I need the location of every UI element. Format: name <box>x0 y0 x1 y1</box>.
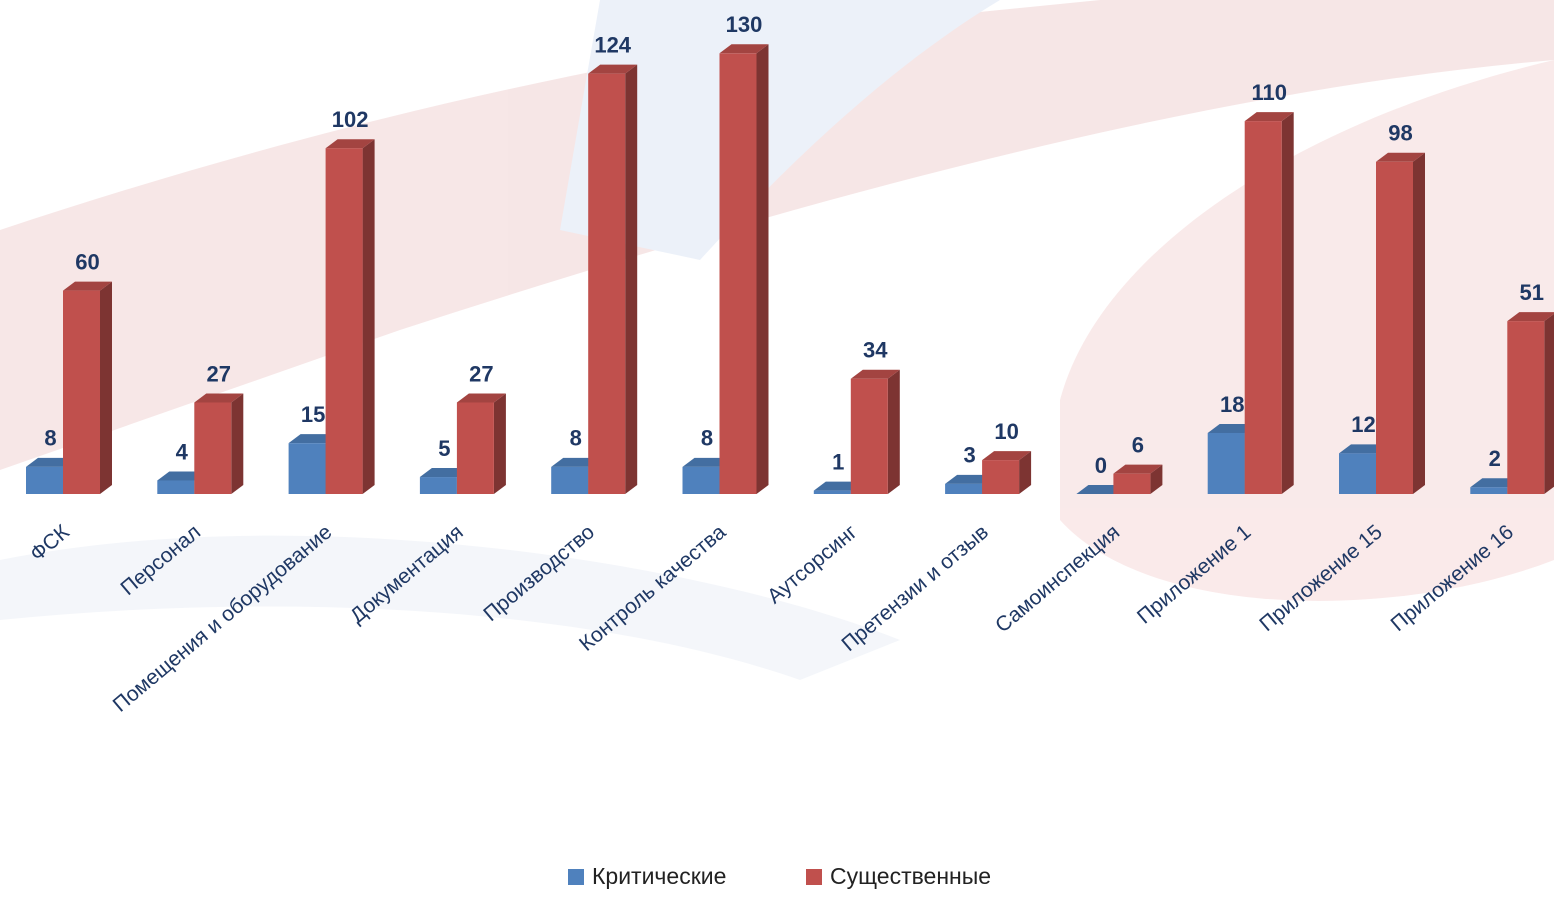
bar <box>851 370 900 494</box>
legend-label: Существенные <box>830 863 991 889</box>
legend-swatch <box>568 869 584 885</box>
bar-front <box>945 484 982 494</box>
value-label: 1 <box>832 449 844 474</box>
value-label: 110 <box>1251 80 1287 105</box>
bar-side <box>757 44 769 494</box>
bar-front <box>289 443 326 494</box>
legend: Критические Существенные <box>568 863 991 889</box>
x-tick-label: Претензии и отзыв <box>837 520 992 656</box>
value-label: 0 <box>1095 453 1107 478</box>
bar-front <box>1113 474 1150 494</box>
value-label: 6 <box>1132 432 1144 457</box>
bar-front <box>26 467 63 494</box>
value-label: 51 <box>1520 280 1544 305</box>
bar <box>63 282 112 494</box>
value-label: 98 <box>1388 121 1412 146</box>
bar-front <box>457 402 494 494</box>
bar-side <box>1413 153 1425 494</box>
bar <box>194 393 243 494</box>
bar-front <box>1376 162 1413 494</box>
bar-front <box>720 53 757 494</box>
bar <box>457 393 506 494</box>
value-label: 34 <box>863 338 888 363</box>
value-label: 27 <box>207 361 231 386</box>
chart: ФСК860Персонал427Помещения и оборудовани… <box>0 0 1554 893</box>
bar-front <box>63 291 100 494</box>
value-label: 8 <box>44 426 56 451</box>
bar-side <box>363 139 375 494</box>
bar <box>588 65 637 494</box>
bar-front <box>420 477 457 494</box>
bar-front <box>814 491 851 494</box>
bar-front <box>1208 433 1245 494</box>
value-label: 124 <box>594 32 631 57</box>
value-label: 60 <box>75 249 99 274</box>
bar-front <box>326 148 363 494</box>
bar <box>982 451 1031 494</box>
value-label: 130 <box>726 12 763 37</box>
bar <box>326 139 375 494</box>
bar-side <box>494 393 506 494</box>
value-label: 3 <box>963 443 975 468</box>
value-label: 18 <box>1220 392 1244 417</box>
bar-side <box>888 370 900 494</box>
value-label: 2 <box>1489 446 1501 471</box>
value-label: 5 <box>438 436 450 461</box>
bar <box>1507 312 1554 494</box>
bar-side <box>1544 312 1554 494</box>
bar-front <box>683 467 720 494</box>
bar <box>1245 112 1294 494</box>
bar-front <box>1470 487 1507 494</box>
bar-front <box>851 379 888 494</box>
bar-front <box>194 402 231 494</box>
legend-label: Критические <box>592 863 726 889</box>
value-label: 102 <box>332 107 369 132</box>
legend-swatch <box>806 869 822 885</box>
value-label: 15 <box>301 402 325 427</box>
bar-side <box>1282 112 1294 494</box>
bar <box>1376 153 1425 494</box>
bar <box>720 44 769 494</box>
value-label: 27 <box>469 361 493 386</box>
bar <box>1113 465 1162 494</box>
value-label: 8 <box>701 426 713 451</box>
bar-front <box>982 460 1019 494</box>
bar-front <box>551 467 588 494</box>
value-label: 12 <box>1351 412 1375 437</box>
bar-side <box>625 65 637 494</box>
bar-front <box>1339 453 1376 494</box>
value-label: 8 <box>570 426 582 451</box>
bar-front <box>1245 121 1282 494</box>
x-tick-label: Аутсорсинг <box>763 520 862 608</box>
bar-front <box>588 74 625 494</box>
x-tick-label: Самоинспекция <box>991 520 1124 637</box>
value-label: 4 <box>176 439 189 464</box>
bar-front <box>157 480 194 494</box>
value-label: 10 <box>994 419 1018 444</box>
bar-front <box>1507 321 1544 494</box>
bar-side <box>231 393 243 494</box>
bar-side <box>100 282 112 494</box>
